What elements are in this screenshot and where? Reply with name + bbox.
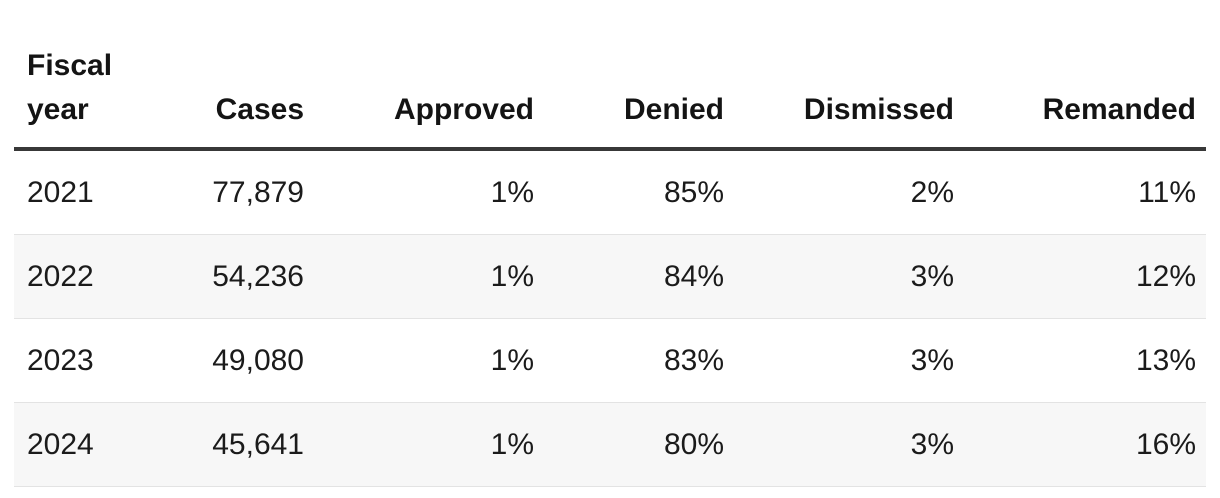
column-header-dismissed: Dismissed [734, 0, 964, 151]
table-cell: 3% [734, 234, 964, 319]
table-cell: 11% [964, 149, 1206, 235]
table-cell: 2021 [14, 149, 124, 235]
table-cell: 16% [964, 402, 1206, 487]
column-header-fiscal-year: Fiscal year [14, 0, 124, 151]
table-body: 2021 77,879 1% 85% 2% 11% 2022 54,236 1% 84% 3% 12%… [14, 149, 1206, 487]
table-cell: 2022 [14, 234, 124, 319]
table-row: 2024 45,641 1% 80% 3% 16% [14, 402, 1206, 487]
table-cell: 1% [314, 402, 544, 487]
table-cell: 1% [314, 318, 544, 403]
table-cell: 85% [544, 149, 734, 235]
table-header: Fiscal year Cases Approved Denied Dismis… [14, 0, 1206, 151]
table-row: 2021 77,879 1% 85% 2% 11% [14, 149, 1206, 235]
table-cell: 2% [734, 149, 964, 235]
table-cell: 83% [544, 318, 734, 403]
table-cell: 3% [734, 402, 964, 487]
table-container: Fiscal year Cases Approved Denied Dismis… [14, 0, 1206, 487]
table-cell: 49,080 [124, 318, 314, 403]
table-cell: 12% [964, 234, 1206, 319]
table-cell: 2023 [14, 318, 124, 403]
table-cell: 1% [314, 149, 544, 235]
data-table: Fiscal year Cases Approved Denied Dismis… [14, 0, 1206, 487]
column-header-cases: Cases [124, 0, 314, 151]
table-cell: 80% [544, 402, 734, 487]
table-cell: 54,236 [124, 234, 314, 319]
table-row: 2023 49,080 1% 83% 3% 13% [14, 318, 1206, 403]
column-header-denied: Denied [544, 0, 734, 151]
column-header-approved: Approved [314, 0, 544, 151]
table-cell: 45,641 [124, 402, 314, 487]
table-cell: 84% [544, 234, 734, 319]
table-cell: 77,879 [124, 149, 314, 235]
header-row: Fiscal year Cases Approved Denied Dismis… [14, 0, 1206, 151]
table-cell: 2024 [14, 402, 124, 487]
table-row: 2022 54,236 1% 84% 3% 12% [14, 234, 1206, 319]
table-cell: 13% [964, 318, 1206, 403]
column-header-remanded: Remanded [964, 0, 1206, 151]
table-cell: 1% [314, 234, 544, 319]
table-cell: 3% [734, 318, 964, 403]
